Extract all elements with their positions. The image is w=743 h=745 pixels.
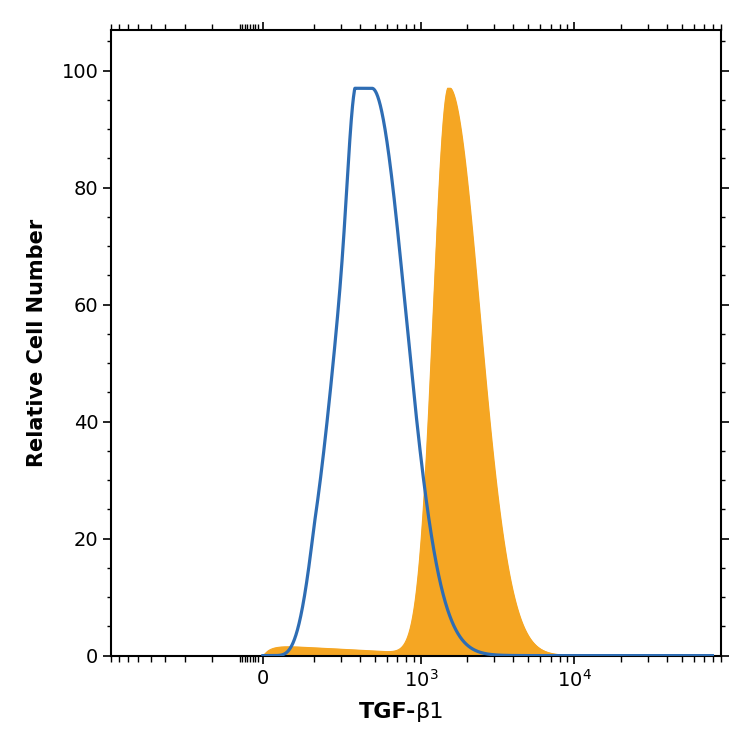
Text: β1: β1 (416, 702, 444, 722)
Y-axis label: Relative Cell Number: Relative Cell Number (27, 218, 48, 467)
Text: TGF-: TGF- (359, 702, 416, 722)
